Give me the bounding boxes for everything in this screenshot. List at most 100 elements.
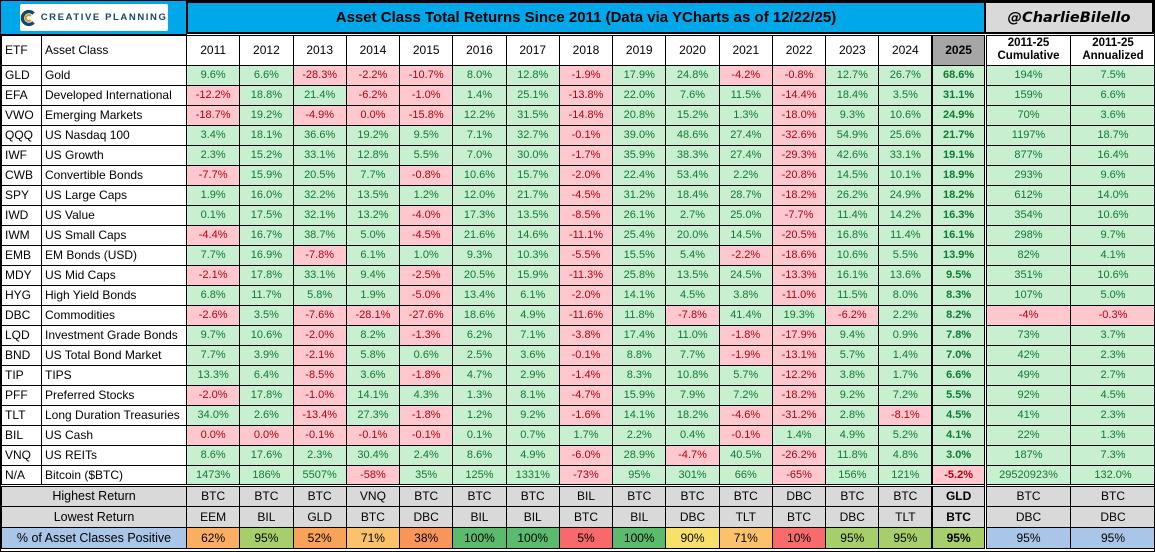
- return-2013: 38.7%: [292, 224, 347, 246]
- asset-row-hyg: HYG High Yield Bonds 6.8% 11.7% 5.8% 1.9% -5.0…: [1, 284, 1154, 306]
- return-2019: 20.8%: [612, 104, 667, 126]
- return-2015: 0.6%: [399, 344, 454, 366]
- return-2023: 3.8%: [825, 364, 880, 386]
- return-2012: 17.8%: [239, 264, 294, 286]
- return-2019: 26.1%: [612, 204, 667, 226]
- return-2012: 15.9%: [239, 164, 294, 186]
- return-2023: 16.1%: [825, 264, 880, 286]
- return-2021: -4.2%: [718, 64, 773, 86]
- return-2025: 4.5%: [931, 404, 987, 426]
- return-2013: -0.1%: [292, 424, 347, 446]
- return-2011: -2.0%: [185, 384, 241, 406]
- return-2019: 25.4%: [612, 224, 667, 246]
- return-2011: 9.6%: [185, 64, 241, 86]
- return-2018: -2.0%: [558, 284, 614, 306]
- return-2021: -1.9%: [718, 344, 773, 366]
- return-2023: 12.7%: [825, 64, 880, 86]
- return-2023: 54.9%: [825, 124, 880, 146]
- return-2023: 10.6%: [825, 244, 880, 266]
- annualized-return: 9.6%: [1070, 164, 1154, 186]
- etf-ticker: N/A: [1, 464, 42, 486]
- lowest-2024: TLT: [878, 505, 933, 528]
- return-2016: 20.5%: [452, 264, 507, 286]
- asset-row-vwo: VWO Emerging Markets -18.7% 19.2% -4.9% 0.0% -…: [1, 104, 1154, 126]
- return-2014: 13.5%: [345, 184, 401, 206]
- return-2017: 12.8%: [505, 64, 560, 86]
- year-header-2014: 2014: [345, 34, 401, 66]
- highest-2022: DBC: [771, 483, 827, 507]
- return-2011: 8.6%: [185, 444, 241, 466]
- asset-class-name: US Growth: [41, 144, 187, 166]
- year-header-2020: 2020: [665, 34, 720, 66]
- return-2018: -4.7%: [558, 384, 614, 406]
- asset-row-tlt: TLT Long Duration Treasuries 34.0% 2.6% -13.…: [1, 404, 1154, 426]
- return-2023: 11.8%: [825, 444, 880, 466]
- return-2011: 7.7%: [185, 344, 241, 366]
- annualized-header-line2: Annualized: [1082, 50, 1144, 62]
- cumulative-return: 877%: [984, 144, 1071, 166]
- etf-ticker: TLT: [1, 404, 42, 426]
- return-2023: 14.5%: [825, 164, 880, 186]
- logo-wordmark: CREATIVE PLANNING: [40, 12, 168, 23]
- cumulative-return: 41%: [984, 404, 1071, 426]
- return-2017: 6.1%: [505, 284, 560, 306]
- return-2021: 7.2%: [718, 384, 773, 406]
- column-header-row: ETF Asset Class 2011 2012 2013 2014 2015 2016…: [1, 34, 1154, 66]
- return-2023: 9.3%: [825, 104, 880, 126]
- return-2024: 14.2%: [878, 204, 933, 226]
- asset-row-gld: GLD Gold 9.6% 6.6% -28.3% -2.2% -10.7% 8.0% 12.8…: [1, 64, 1154, 86]
- title-bar: CREATIVE PLANNING Asset Class Total Retu…: [1, 1, 1154, 34]
- cumulative-return: 70%: [984, 104, 1071, 126]
- annualized-return: 3.6%: [1070, 104, 1154, 126]
- pct-positive-2025: 95%: [931, 526, 987, 549]
- lowest-cumulative: DBC: [984, 505, 1071, 528]
- asset-class-name: US Value: [41, 204, 187, 226]
- return-2016: 9.3%: [452, 244, 507, 266]
- return-2021: 27.4%: [718, 144, 773, 166]
- return-2012: 17.8%: [239, 384, 294, 406]
- return-2013: -4.9%: [292, 104, 347, 126]
- year-header-2017: 2017: [505, 34, 560, 66]
- annualized-return: 4.1%: [1070, 244, 1154, 266]
- year-header-2018: 2018: [558, 34, 614, 66]
- return-2023: 9.2%: [825, 384, 880, 406]
- return-2020: 5.4%: [665, 244, 720, 266]
- lowest-2021: TLT: [718, 505, 773, 528]
- asset-class-name: US Total Bond Market: [41, 344, 187, 366]
- return-2023: 16.8%: [825, 224, 880, 246]
- return-2013: -1.0%: [292, 384, 347, 406]
- asset-row-lqd: LQD Investment Grade Bonds 9.7% 10.6% -2.0% 8…: [1, 324, 1154, 346]
- return-2025: -5.2%: [931, 464, 987, 486]
- asset-class-name: High Yield Bonds: [41, 284, 187, 306]
- return-2017: 15.7%: [505, 164, 560, 186]
- return-2018: -0.1%: [558, 124, 614, 146]
- return-2024: 3.5%: [878, 84, 933, 106]
- return-2017: 30.0%: [505, 144, 560, 166]
- return-2012: 2.6%: [239, 404, 294, 426]
- return-2016: 17.3%: [452, 204, 507, 226]
- return-2025: 68.6%: [931, 64, 987, 86]
- return-2016: 8.0%: [452, 64, 507, 86]
- pct-positive-2020: 90%: [665, 526, 720, 549]
- highest-2014: VNQ: [345, 483, 401, 507]
- asset-class-name: Emerging Markets: [41, 104, 187, 126]
- return-2015: -2.5%: [399, 264, 454, 286]
- return-2015: 1.2%: [399, 184, 454, 206]
- highest-2017: BTC: [505, 483, 560, 507]
- return-2016: 2.5%: [452, 344, 507, 366]
- return-2023: -6.2%: [825, 304, 880, 326]
- lowest-2018: BTC: [558, 505, 614, 528]
- asset-row-iwd: IWD US Value 0.1% 17.5% 32.1% 13.2% -4.0% 17.3%…: [1, 204, 1154, 226]
- return-2024: 10.6%: [878, 104, 933, 126]
- return-2020: 20.0%: [665, 224, 720, 246]
- year-header-2013: 2013: [292, 34, 347, 66]
- return-2023: 9.4%: [825, 324, 880, 346]
- etf-ticker: TIP: [1, 364, 42, 386]
- pct-positive-cumulative: 95%: [984, 526, 1071, 549]
- return-2011: -12.2%: [185, 84, 241, 106]
- lowest-2012: BIL: [239, 505, 294, 528]
- return-2025: 16.1%: [931, 224, 987, 246]
- return-2020: 7.7%: [665, 344, 720, 366]
- lowest-annualized: DBC: [1070, 505, 1154, 528]
